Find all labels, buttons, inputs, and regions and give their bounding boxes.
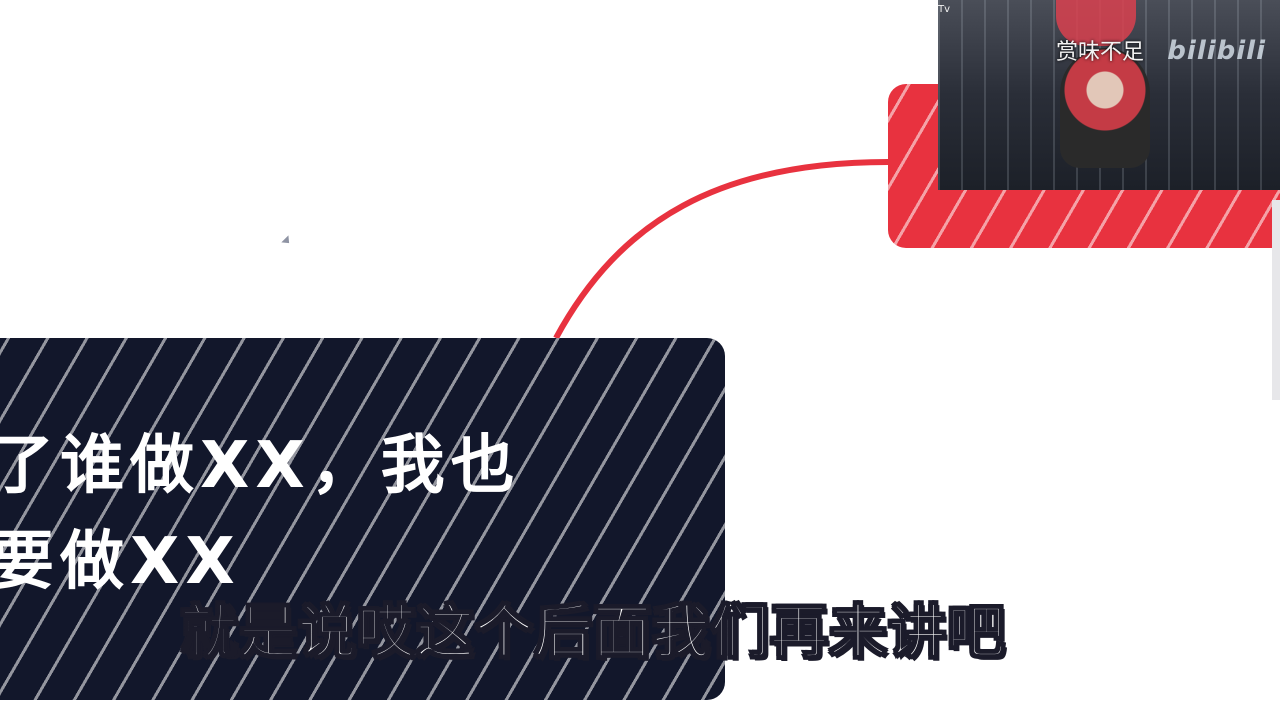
bilibili-logo: bilibili xyxy=(1167,36,1266,66)
streamer-avatar xyxy=(1060,48,1150,168)
connector-line xyxy=(553,159,889,340)
tv-label: Tv xyxy=(938,4,951,15)
hatch-pattern xyxy=(0,338,725,700)
vertical-scrollbar[interactable] xyxy=(1272,200,1280,400)
webcam-overlay: Tv 赏味不足 bilibili xyxy=(938,0,1280,190)
video-subtitle: 就是说哎这个后面我们再来讲吧 xyxy=(179,597,1007,667)
mindmap-node-dark[interactable]: 了谁做XX，我也 要做XX xyxy=(0,338,725,700)
hat-shape xyxy=(1056,0,1136,46)
channel-watermark: 赏味不足 xyxy=(1056,40,1145,65)
dark-node-label: 了谁做XX，我也 要做XX xyxy=(0,429,521,599)
